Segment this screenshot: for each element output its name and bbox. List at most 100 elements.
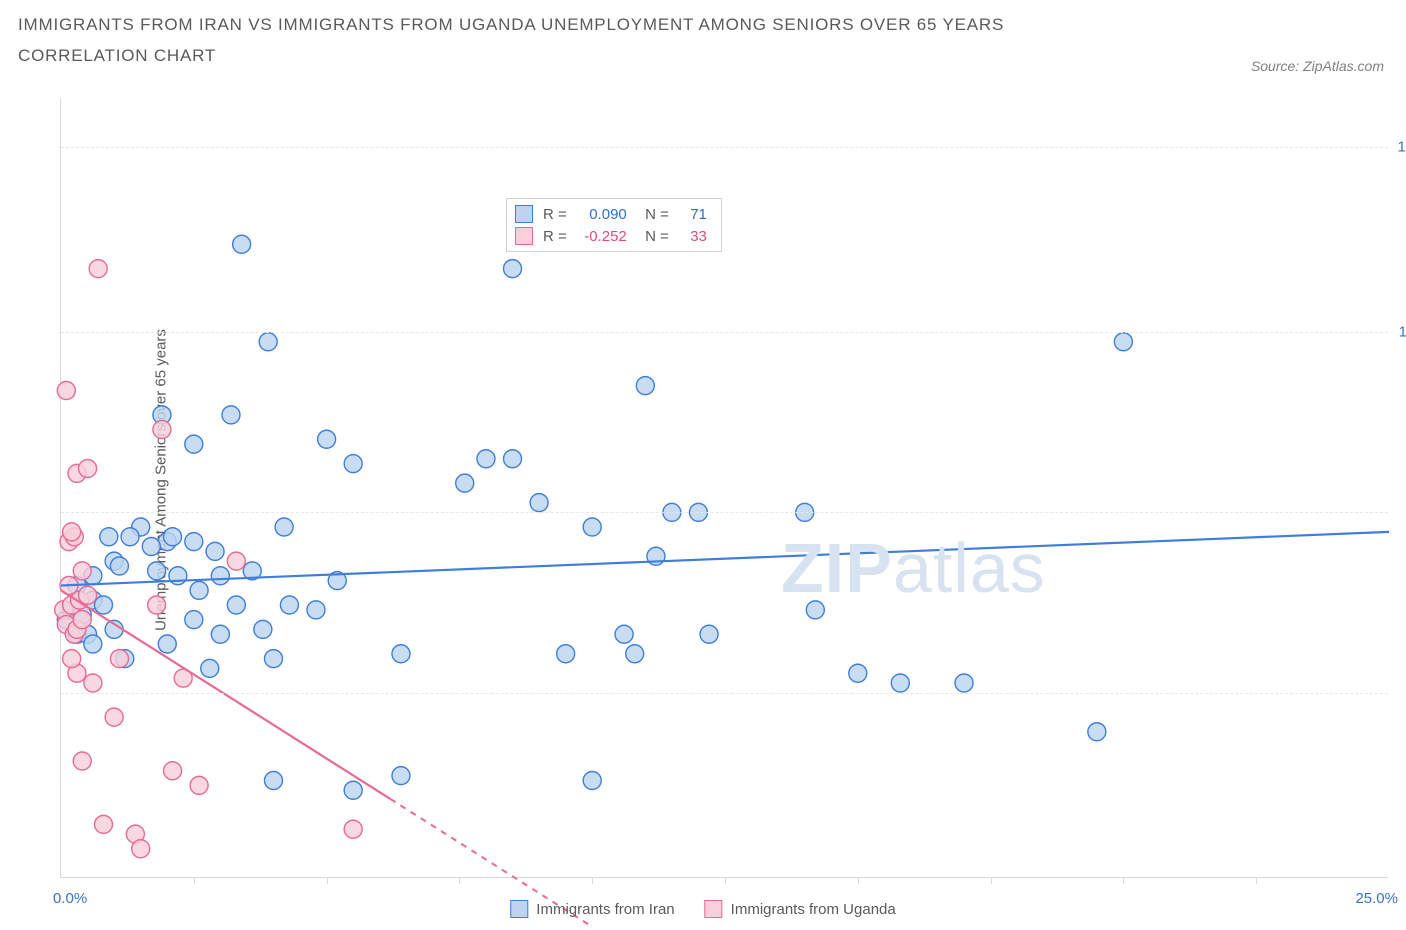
data-point-iran <box>264 650 282 668</box>
grid-line <box>61 147 1388 148</box>
stat-n-value: 71 <box>679 206 707 223</box>
legend-item: Immigrants from Uganda <box>705 900 896 918</box>
data-point-uganda <box>63 523 81 541</box>
data-point-uganda <box>94 815 112 833</box>
legend-swatch-icon <box>510 900 528 918</box>
data-point-uganda <box>153 421 171 439</box>
data-point-uganda <box>89 260 107 278</box>
x-max-label: 25.0% <box>1355 890 1398 907</box>
data-point-iran <box>806 601 824 619</box>
data-point-uganda <box>190 776 208 794</box>
data-point-iran <box>100 528 118 546</box>
data-point-uganda <box>110 650 128 668</box>
legend-swatch-icon <box>705 900 723 918</box>
data-point-uganda <box>344 820 362 838</box>
data-point-iran <box>158 635 176 653</box>
data-point-iran <box>615 625 633 643</box>
x-min-label: 0.0% <box>53 890 87 907</box>
data-point-iran <box>233 235 251 253</box>
stat-n-value: 33 <box>679 228 707 245</box>
stat-n-label: N = <box>637 228 669 245</box>
plot-area: R =0.090 N =71R =-0.252 N =33 ZIPatlas 0… <box>60 98 1388 878</box>
data-point-iran <box>264 772 282 790</box>
data-point-iran <box>121 528 139 546</box>
data-point-iran <box>955 674 973 692</box>
data-point-iran <box>583 772 601 790</box>
data-point-iran <box>477 450 495 468</box>
x-tick <box>991 877 992 884</box>
data-point-uganda <box>73 562 91 580</box>
grid-line <box>61 693 1388 694</box>
data-point-iran <box>254 620 272 638</box>
data-point-uganda <box>79 460 97 478</box>
data-point-iran <box>142 538 160 556</box>
data-point-iran <box>583 518 601 536</box>
data-point-iran <box>222 406 240 424</box>
data-point-iran <box>94 596 112 614</box>
chart-title: IMMIGRANTS FROM IRAN VS IMMIGRANTS FROM … <box>18 10 1118 71</box>
x-tick <box>1123 877 1124 884</box>
trend-line-uganda <box>61 590 390 799</box>
y-tick-label: 11.2% <box>1399 324 1406 341</box>
data-point-iran <box>557 645 575 663</box>
data-point-iran <box>185 611 203 629</box>
data-point-iran <box>700 625 718 643</box>
bottom-legend: Immigrants from Iran Immigrants from Ugan… <box>510 900 895 918</box>
data-point-uganda <box>73 752 91 770</box>
data-point-iran <box>84 635 102 653</box>
grid-line <box>61 512 1388 513</box>
data-point-uganda <box>227 552 245 570</box>
data-point-iran <box>201 659 219 677</box>
stats-row-iran: R =0.090 N =71 <box>515 203 707 225</box>
data-point-iran <box>110 557 128 575</box>
data-point-iran <box>206 542 224 560</box>
legend-label: Immigrants from Uganda <box>731 901 896 918</box>
data-point-iran <box>456 474 474 492</box>
legend-item: Immigrants from Iran <box>510 900 674 918</box>
data-point-iran <box>211 625 229 643</box>
data-point-iran <box>318 430 336 448</box>
data-point-uganda <box>132 840 150 858</box>
x-tick <box>327 877 328 884</box>
stat-r-value: -0.252 <box>577 228 627 245</box>
data-point-iran <box>211 567 229 585</box>
data-point-iran <box>891 674 909 692</box>
y-tick-label: 15.0% <box>1397 138 1406 155</box>
stat-r-value: 0.090 <box>577 206 627 223</box>
legend-label: Immigrants from Iran <box>536 901 674 918</box>
data-point-uganda <box>84 674 102 692</box>
data-point-iran <box>227 596 245 614</box>
data-point-uganda <box>148 596 166 614</box>
data-point-uganda <box>73 611 91 629</box>
data-point-iran <box>190 581 208 599</box>
data-point-iran <box>849 664 867 682</box>
stats-row-uganda: R = -0.252 N = 33 <box>515 225 707 247</box>
data-point-iran <box>164 528 182 546</box>
data-point-iran <box>392 767 410 785</box>
data-point-iran <box>259 333 277 351</box>
data-point-iran <box>185 533 203 551</box>
x-tick <box>194 877 195 884</box>
x-tick <box>459 877 460 884</box>
data-point-iran <box>280 596 298 614</box>
data-point-iran <box>307 601 325 619</box>
grid-line <box>61 332 1388 333</box>
x-tick <box>858 877 859 884</box>
trend-line-iran <box>61 532 1389 586</box>
stat-r-label: R = <box>543 228 567 245</box>
stat-n-label: N = <box>637 206 669 223</box>
data-point-uganda <box>164 762 182 780</box>
data-point-iran <box>185 435 203 453</box>
data-point-iran <box>1088 723 1106 741</box>
x-tick <box>1256 877 1257 884</box>
data-point-iran <box>148 562 166 580</box>
data-point-uganda <box>63 650 81 668</box>
data-point-uganda <box>57 382 75 400</box>
data-point-iran <box>1114 333 1132 351</box>
data-point-iran <box>275 518 293 536</box>
data-point-iran <box>626 645 644 663</box>
source-attribution: Source: ZipAtlas.com <box>1251 58 1384 74</box>
data-point-uganda <box>105 708 123 726</box>
data-point-uganda <box>79 586 97 604</box>
data-point-iran <box>530 494 548 512</box>
